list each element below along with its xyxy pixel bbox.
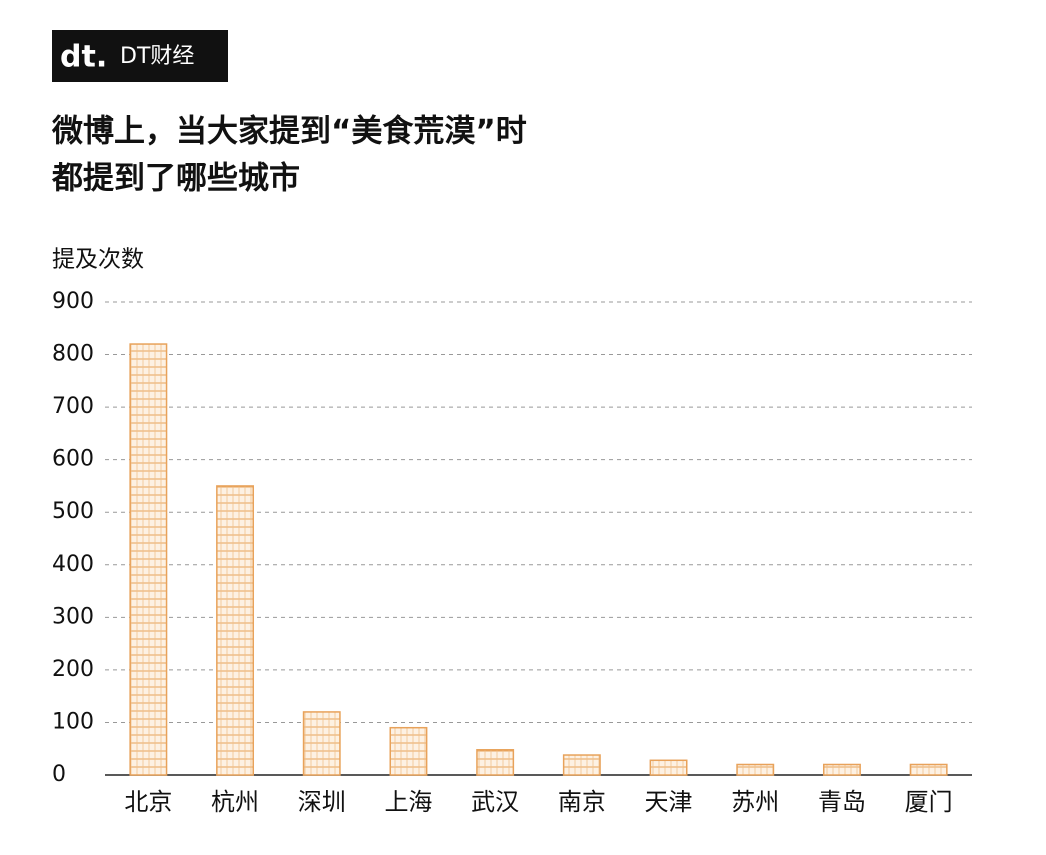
y-tick-label: 0 xyxy=(52,762,66,787)
bar xyxy=(909,763,948,776)
x-tick-label: 北京 xyxy=(124,788,172,816)
x-tick-label: 厦门 xyxy=(905,788,953,816)
bar xyxy=(649,759,688,776)
y-axis-label: 提及次数 xyxy=(52,247,144,273)
logo-mark: dt. xyxy=(60,40,107,75)
x-tick-label: 杭州 xyxy=(211,788,259,816)
chart-title: 都提到了哪些城市 xyxy=(51,161,300,197)
bar xyxy=(129,343,168,776)
bar xyxy=(302,711,341,776)
x-tick-label: 苏州 xyxy=(731,788,779,816)
y-tick-label: 900 xyxy=(52,289,94,314)
x-tick-label: 南京 xyxy=(558,788,606,816)
y-tick-label: 700 xyxy=(52,394,94,419)
x-tick-label: 深圳 xyxy=(298,788,346,816)
x-tick-label: 武汉 xyxy=(471,788,519,816)
brand: DT财经 xyxy=(120,44,194,69)
y-tick-label: 600 xyxy=(52,447,94,472)
y-tick-label: 100 xyxy=(52,709,94,734)
logo-box xyxy=(52,30,228,82)
bar xyxy=(216,485,255,776)
chart-title: 微博上，当大家提到“美食荒漠”时 xyxy=(51,114,527,150)
bar xyxy=(389,726,428,776)
x-tick-label: 上海 xyxy=(384,788,432,816)
y-tick-label: 300 xyxy=(52,604,94,629)
y-tick-label: 500 xyxy=(52,499,94,524)
bar xyxy=(476,749,515,776)
bar xyxy=(562,754,601,776)
x-tick-label: 天津 xyxy=(645,788,693,816)
bar xyxy=(736,763,775,776)
y-tick-label: 200 xyxy=(52,657,94,682)
x-tick-label: 青岛 xyxy=(818,788,866,816)
bar xyxy=(822,763,861,776)
y-tick-label: 400 xyxy=(52,552,94,577)
y-tick-label: 800 xyxy=(52,342,94,367)
